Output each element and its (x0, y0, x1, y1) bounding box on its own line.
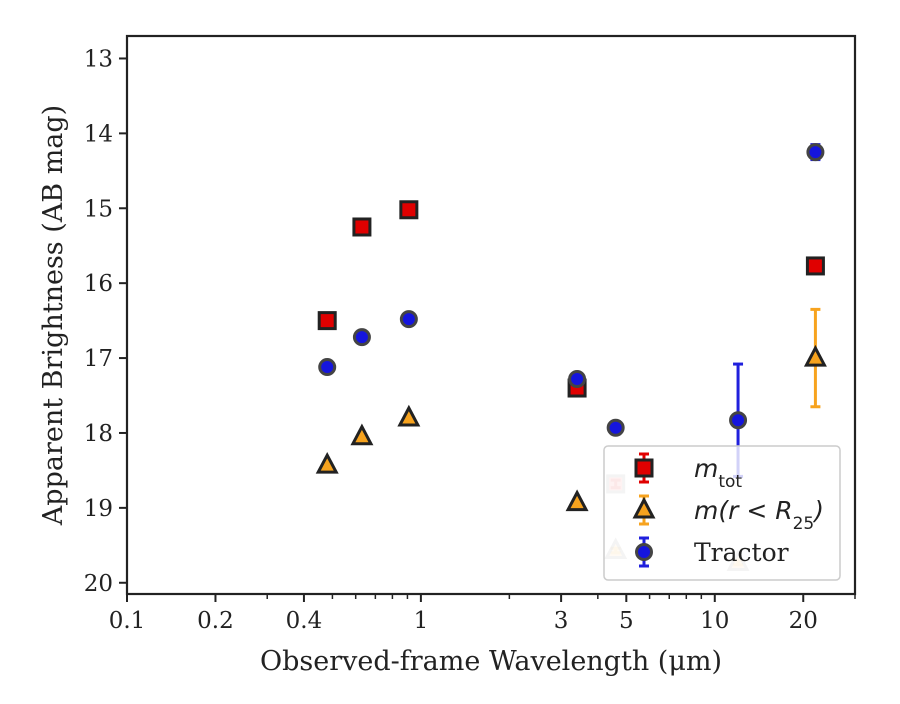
legend-entry-square: mtot (634, 452, 742, 492)
y-tick-label: 20 (84, 571, 113, 597)
data-point-circle (606, 418, 625, 437)
x-tick-label: 0.1 (109, 608, 146, 634)
x-tick-label: 1 (414, 608, 429, 634)
x-tick-label: 20 (789, 608, 818, 634)
x-tick-label: 0.4 (286, 608, 323, 634)
legend-label: Tractor (694, 538, 789, 567)
data-point-circle (806, 143, 825, 162)
data-point-square (399, 200, 419, 220)
x-tick-label: 5 (619, 608, 634, 634)
data-point-triangle (565, 489, 589, 512)
legend-marker-square (634, 458, 654, 478)
legend-marker-circle (635, 543, 653, 561)
y-tick-label: 13 (84, 46, 113, 72)
data-point-circle (399, 310, 418, 329)
data-point-square (805, 256, 825, 276)
legend: mtot m(r < R25) Tractor (603, 445, 841, 581)
x-tick-label: 10 (700, 608, 729, 634)
y-tick-label: 15 (84, 196, 113, 222)
legend-marker-triangle (632, 496, 656, 519)
y-tick-label: 18 (84, 421, 113, 447)
y-tick-label: 17 (84, 346, 113, 372)
data-point-square (317, 311, 337, 331)
x-tick-label: 0.2 (197, 608, 234, 634)
y-axis-label: Apparent Brightness (AB mag) (38, 105, 69, 526)
legend-box (603, 445, 841, 581)
data-point-triangle (350, 423, 374, 446)
y-tick-label: 14 (84, 121, 113, 147)
y-tick-label: 19 (84, 496, 113, 522)
data-point-circle (352, 328, 371, 347)
data-point-triangle (315, 451, 339, 474)
legend-label: mtot (694, 454, 742, 492)
series-circle (318, 143, 825, 478)
data-point-circle (318, 358, 337, 377)
data-point-triangle (803, 344, 827, 367)
data-point-circle (729, 411, 748, 430)
legend-label: m(r < R25) (694, 496, 824, 534)
y-tick-label: 16 (84, 271, 113, 297)
x-axis-label: Observed-frame Wavelength (μm) (260, 646, 722, 677)
data-point-circle (568, 370, 587, 389)
legend-entry-triangle: m(r < R25) (632, 494, 824, 534)
data-point-square (352, 217, 372, 237)
x-tick-label: 3 (554, 608, 569, 634)
data-point-triangle (397, 404, 421, 427)
axes-frame (125, 34, 857, 596)
legend-entry-circle: Tractor (635, 536, 789, 568)
